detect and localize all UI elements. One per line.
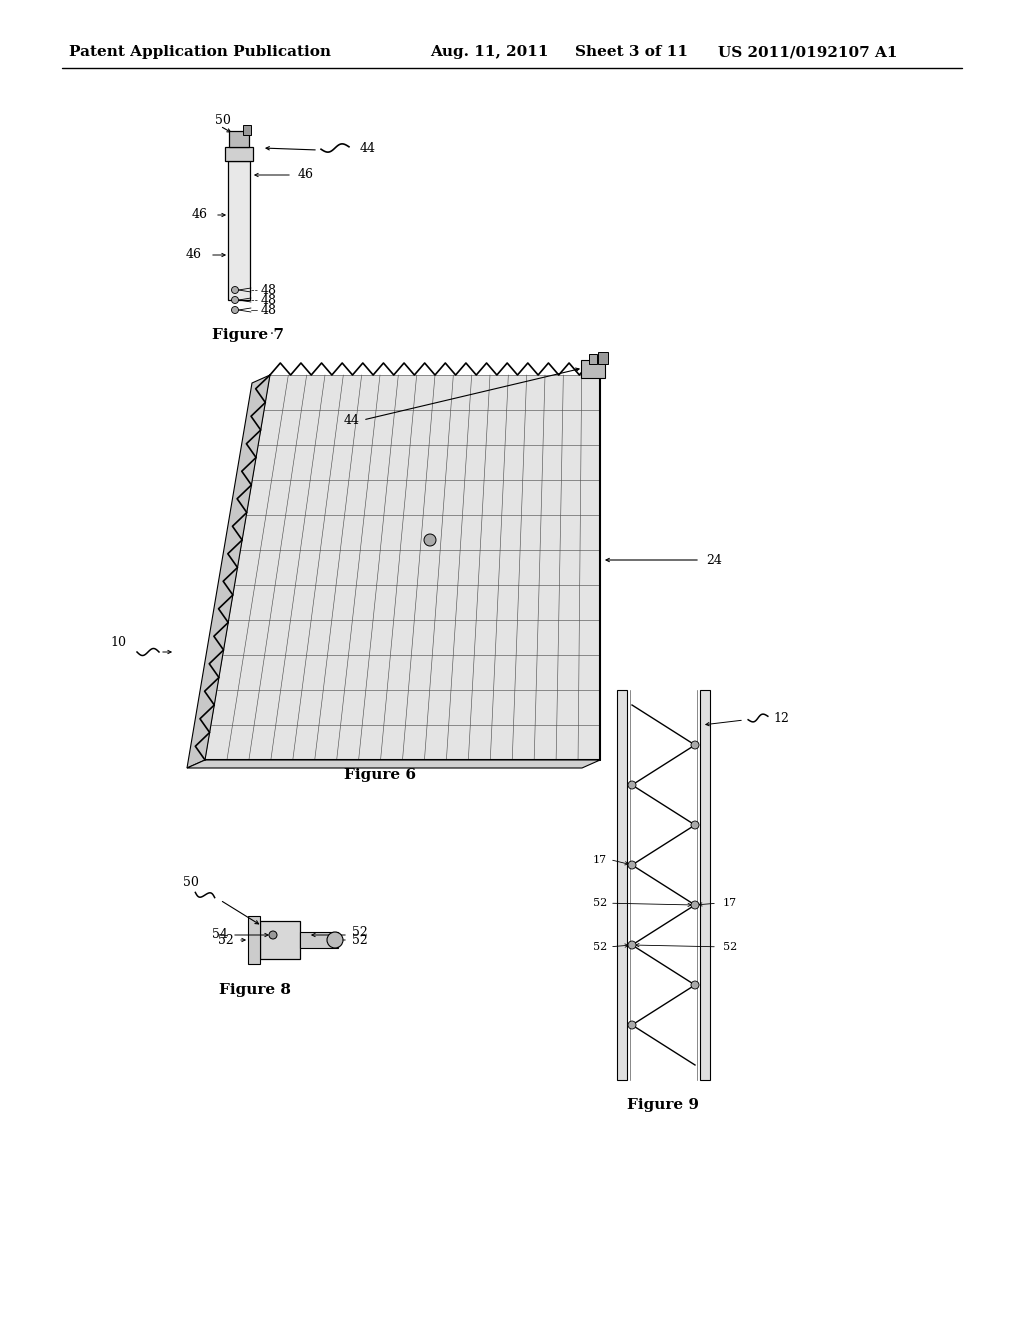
Text: Figure 6: Figure 6 bbox=[344, 768, 416, 781]
Bar bbox=[248, 916, 260, 964]
Bar bbox=[598, 352, 608, 364]
Circle shape bbox=[691, 902, 699, 909]
Bar bbox=[700, 690, 710, 1080]
Bar bbox=[260, 921, 300, 960]
Text: 46: 46 bbox=[193, 209, 208, 222]
Bar bbox=[229, 131, 249, 147]
Circle shape bbox=[691, 741, 699, 748]
Bar bbox=[617, 690, 627, 1080]
Circle shape bbox=[231, 286, 239, 293]
Text: Figure 9: Figure 9 bbox=[627, 1098, 699, 1111]
Text: 17: 17 bbox=[723, 898, 737, 908]
Text: 52: 52 bbox=[593, 898, 607, 908]
Text: 48: 48 bbox=[261, 293, 278, 306]
Text: 52: 52 bbox=[352, 933, 368, 946]
Text: 17: 17 bbox=[593, 854, 607, 865]
Circle shape bbox=[327, 932, 343, 948]
Polygon shape bbox=[187, 760, 600, 768]
Text: Patent Application Publication: Patent Application Publication bbox=[69, 45, 331, 59]
Text: Aug. 11, 2011: Aug. 11, 2011 bbox=[430, 45, 549, 59]
Bar bbox=[300, 932, 338, 948]
Circle shape bbox=[231, 297, 239, 304]
Text: 46: 46 bbox=[186, 248, 202, 261]
Bar bbox=[225, 147, 253, 161]
Text: ·: · bbox=[266, 329, 274, 342]
Circle shape bbox=[628, 781, 636, 789]
Text: 52: 52 bbox=[593, 941, 607, 952]
Text: 12: 12 bbox=[773, 711, 788, 725]
Bar bbox=[228, 161, 250, 300]
Polygon shape bbox=[187, 375, 270, 768]
Text: 52: 52 bbox=[218, 933, 234, 946]
Text: 44: 44 bbox=[360, 141, 376, 154]
Bar bbox=[243, 125, 251, 135]
Text: Figure 8: Figure 8 bbox=[219, 983, 291, 997]
Text: Sheet 3 of 11: Sheet 3 of 11 bbox=[575, 45, 688, 59]
Polygon shape bbox=[205, 375, 600, 760]
Text: Figure 7: Figure 7 bbox=[212, 327, 284, 342]
Text: 48: 48 bbox=[261, 284, 278, 297]
Text: 50: 50 bbox=[183, 875, 199, 888]
Circle shape bbox=[628, 1020, 636, 1030]
Text: 46: 46 bbox=[298, 169, 314, 181]
Text: 44: 44 bbox=[344, 413, 360, 426]
Circle shape bbox=[269, 931, 278, 939]
Circle shape bbox=[231, 306, 239, 314]
Text: 52: 52 bbox=[723, 941, 737, 952]
Circle shape bbox=[424, 535, 436, 546]
Text: 52: 52 bbox=[352, 925, 368, 939]
Circle shape bbox=[691, 981, 699, 989]
Circle shape bbox=[691, 821, 699, 829]
Circle shape bbox=[628, 941, 636, 949]
Circle shape bbox=[628, 861, 636, 869]
Text: 54: 54 bbox=[212, 928, 228, 941]
Bar bbox=[589, 354, 597, 364]
Text: US 2011/0192107 A1: US 2011/0192107 A1 bbox=[718, 45, 897, 59]
Text: 50: 50 bbox=[215, 114, 230, 127]
Text: 24: 24 bbox=[706, 553, 722, 566]
Bar bbox=[581, 360, 605, 378]
Text: 10: 10 bbox=[110, 635, 126, 648]
Text: 48: 48 bbox=[261, 304, 278, 317]
